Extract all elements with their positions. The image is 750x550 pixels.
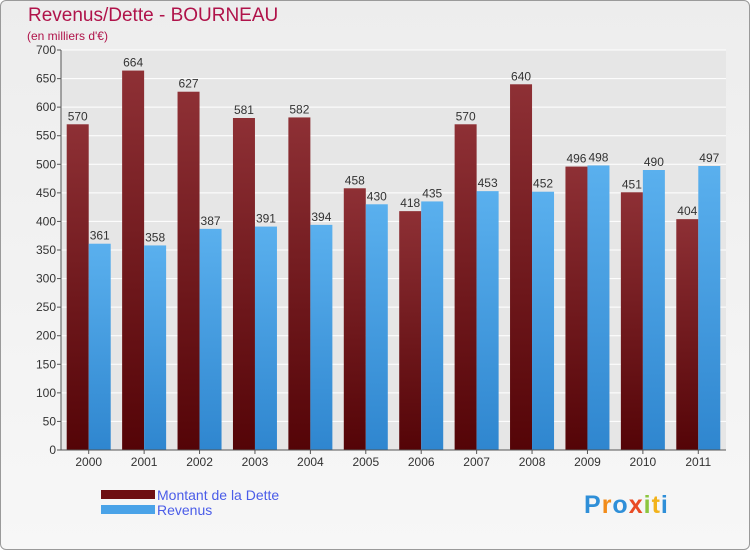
bar-dette <box>620 192 643 451</box>
data-label: 453 <box>478 176 498 190</box>
x-tick-label: 2011 <box>685 455 711 469</box>
data-label: 361 <box>90 229 110 243</box>
data-label: 452 <box>533 177 553 191</box>
legend: Montant de la Dette Revenus <box>101 486 280 518</box>
x-tick-label: 2006 <box>408 455 435 469</box>
bar-revenus <box>144 245 167 450</box>
x-tick-label: 2010 <box>630 455 657 469</box>
data-label: 497 <box>699 151 719 165</box>
x-tick-label: 2003 <box>242 455 269 469</box>
data-label: 458 <box>345 173 365 187</box>
data-label: 490 <box>644 155 664 169</box>
x-tick-label: 2001 <box>131 455 158 469</box>
bar-dette <box>288 117 311 450</box>
y-tick-label: 650 <box>36 72 56 86</box>
y-tick-label: 350 <box>36 243 56 257</box>
y-tick-label: 50 <box>43 414 57 428</box>
logo-letter: i <box>643 491 652 519</box>
data-label: 387 <box>201 214 221 228</box>
y-tick-label: 200 <box>36 329 56 343</box>
data-label: 498 <box>588 150 608 164</box>
bar-dette <box>343 188 366 451</box>
x-tick-label: 2008 <box>519 455 546 469</box>
y-tick-label: 300 <box>36 272 56 286</box>
x-tick-label: 2009 <box>574 455 601 469</box>
y-tick-label: 150 <box>36 357 56 371</box>
data-label: 418 <box>400 196 420 210</box>
y-tick-label: 0 <box>49 443 56 457</box>
proxiti-logo: Proxiti <box>584 491 669 520</box>
bar-dette <box>565 166 588 451</box>
legend-label-debt: Montant de la Dette <box>157 486 280 503</box>
legend-swatch-debt <box>101 490 155 499</box>
data-label: 358 <box>145 230 165 244</box>
x-tick-label: 2004 <box>297 455 324 469</box>
data-label: 435 <box>422 186 442 200</box>
x-tick-label: 2005 <box>352 455 379 469</box>
data-label: 664 <box>123 56 143 70</box>
bar-dette <box>122 70 145 451</box>
data-label: 640 <box>511 69 531 83</box>
bar-revenus <box>532 191 555 450</box>
logo-letter: r <box>601 491 613 519</box>
y-tick-label: 400 <box>36 214 56 228</box>
x-tick-label: 2002 <box>186 455 213 469</box>
legend-swatch-revenus <box>101 505 155 514</box>
bar-revenus <box>476 191 499 450</box>
y-tick-label: 100 <box>36 386 56 400</box>
data-label: 394 <box>311 210 331 224</box>
bar-dette <box>676 219 699 450</box>
logo-letter: P <box>584 491 602 519</box>
data-label: 581 <box>234 103 254 117</box>
logo-letter: t <box>651 491 661 519</box>
legend-label-revenus: Revenus <box>157 501 213 518</box>
data-label: 451 <box>622 177 642 191</box>
bar-revenus <box>365 204 388 450</box>
legend-item-revenus: Revenus <box>101 501 279 518</box>
x-tick-label: 2000 <box>75 455 102 469</box>
bar-revenus <box>254 226 277 450</box>
logo-letter: x <box>628 491 644 519</box>
data-label: 570 <box>456 109 476 123</box>
bar-revenus <box>88 243 111 450</box>
logo-letter: i <box>660 491 669 519</box>
bar-dette <box>399 211 422 450</box>
y-tick-label: 450 <box>36 186 56 200</box>
data-label: 404 <box>677 204 697 218</box>
data-label: 582 <box>289 102 309 116</box>
data-label: 570 <box>68 109 88 123</box>
x-tick-label: 2007 <box>463 455 490 469</box>
y-tick-label: 600 <box>36 100 56 114</box>
y-tick-label: 700 <box>36 43 56 57</box>
data-label: 430 <box>367 189 387 203</box>
bar-dette <box>177 91 200 450</box>
data-label: 627 <box>179 77 199 91</box>
data-label: 496 <box>566 152 586 166</box>
chart-title: Revenus/Dette - BOURNEAU <box>28 5 279 26</box>
bar-revenus <box>199 228 222 450</box>
bar-revenus <box>587 165 610 450</box>
y-tick-label: 250 <box>36 300 56 314</box>
data-label: 391 <box>256 212 276 226</box>
bar-revenus <box>698 166 721 450</box>
bar-dette <box>510 84 533 451</box>
bar-dette <box>232 118 255 450</box>
bar-revenus <box>421 201 444 450</box>
legend-item-debt: Montant de la Dette <box>101 486 280 503</box>
bar-dette <box>454 124 477 451</box>
logo-letter: o <box>612 491 629 519</box>
y-tick-label: 550 <box>36 129 56 143</box>
bar-dette <box>66 124 89 451</box>
y-tick-label: 500 <box>36 157 56 171</box>
bar-revenus <box>310 224 333 450</box>
chart-subtitle: (en milliers d'€) <box>27 29 108 43</box>
bar-revenus <box>642 170 665 450</box>
